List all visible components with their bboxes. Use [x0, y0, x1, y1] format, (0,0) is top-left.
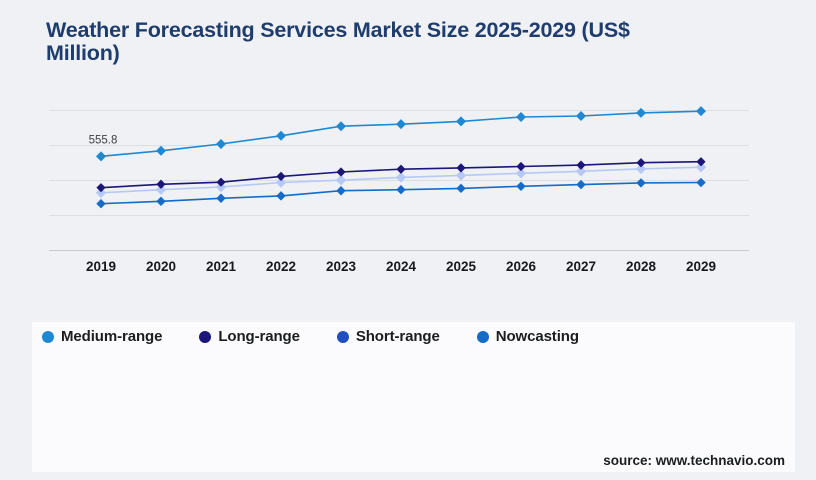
data-point-marker-icon	[515, 168, 527, 179]
data-point-marker-icon	[576, 160, 586, 170]
series-long-range	[96, 157, 706, 193]
data-point-marker-icon	[456, 116, 466, 127]
data-point-marker-icon	[216, 193, 226, 203]
data-point-marker-icon	[576, 110, 586, 121]
data-point-marker-icon	[516, 161, 526, 172]
legend-item-medium-range: Medium-range	[42, 328, 162, 345]
data-point-marker-icon	[695, 161, 707, 173]
series-medium-range	[96, 106, 706, 162]
data-point-marker-icon	[396, 164, 406, 174]
data-point-marker-icon	[96, 151, 106, 162]
data-point-marker-icon	[276, 191, 286, 201]
legend-dot-icon	[476, 330, 489, 343]
data-point-marker-icon	[96, 199, 106, 209]
data-point-marker-icon	[156, 145, 166, 156]
data-point-marker-icon	[576, 179, 586, 190]
legend-dot-icon	[42, 330, 54, 343]
data-point-marker-icon	[575, 166, 587, 177]
data-point-marker-icon	[636, 178, 646, 188]
data-point-marker-icon	[216, 138, 226, 149]
x-axis-label: 2021	[206, 259, 237, 274]
legend-item-nowcasting: Nowcasting	[476, 328, 579, 345]
data-point-marker-icon	[336, 186, 346, 196]
chart-legend: Medium-range Long-range Short-range Nowc…	[42, 328, 579, 345]
x-axis-label: 2029	[686, 259, 716, 274]
x-axis-label: 2024	[386, 259, 417, 274]
x-axis-label: 2026	[506, 259, 537, 274]
data-point-marker-icon	[636, 107, 646, 118]
data-point-marker-icon	[696, 177, 706, 188]
data-point-marker-icon	[456, 183, 466, 194]
legend-label: Medium-range	[61, 328, 163, 345]
legend-label: Nowcasting	[495, 328, 579, 345]
data-point-marker-icon	[336, 121, 346, 132]
data-point-marker-icon	[455, 170, 467, 181]
data-point-marker-icon	[395, 172, 407, 183]
data-point-marker-icon	[635, 163, 647, 175]
data-point-marker-icon	[156, 196, 166, 207]
data-point-marker-icon	[516, 111, 526, 122]
chart-title-line-1: Weather Forecasting Services Market Size…	[46, 18, 630, 42]
legend-dot-icon	[336, 330, 349, 343]
data-point-marker-icon	[155, 184, 167, 195]
data-point-marker-icon	[335, 174, 347, 186]
chart-title-line-2: Million)	[46, 41, 120, 65]
data-point-marker-icon	[396, 185, 406, 195]
x-axis-label: 2019	[86, 259, 116, 274]
data-point-marker-icon	[696, 157, 706, 167]
data-point-marker-icon	[456, 163, 466, 173]
line-chart: 2019 2020 2021 2022 2023 2024 2025 2026 2027 2028…	[49, 106, 749, 274]
data-point-marker-icon	[396, 119, 406, 130]
data-point-marker-icon	[516, 181, 526, 192]
data-point-marker-icon	[216, 177, 226, 187]
data-point-marker-icon	[215, 181, 227, 193]
data-point-marker-icon	[636, 158, 646, 168]
x-axis-label: 2027	[566, 259, 596, 274]
series-line-medium-range	[100, 110, 702, 158]
legend-label: Long-range	[218, 328, 300, 345]
legend-panel: Medium-range Long-range Short-range Nowc…	[32, 322, 795, 472]
data-label: 555.8	[89, 134, 118, 146]
data-point-marker-icon	[696, 106, 706, 117]
data-point-marker-icon	[95, 187, 107, 198]
legend-item-short-range: Short-range	[336, 328, 440, 345]
x-axis-label: 2025	[446, 259, 477, 274]
x-axis-label: 2028	[626, 259, 657, 274]
data-point-marker-icon	[276, 130, 286, 141]
x-axis-label: 2022	[266, 259, 296, 274]
data-point-marker-icon	[336, 167, 346, 177]
x-axis-label: 2023	[326, 259, 357, 274]
x-axis-label: 2020	[146, 259, 176, 274]
legend-item-long-range: Long-range	[199, 328, 300, 345]
chart-title: Weather Forecasting Services Market Size…	[46, 19, 630, 65]
data-point-marker-icon	[156, 179, 166, 189]
legend-label: Short-range	[355, 328, 440, 345]
source-attribution: source: www.technavio.com	[603, 453, 785, 468]
legend-dot-icon	[199, 330, 212, 343]
series-short-range	[95, 161, 707, 198]
x-axis-labels: 2019 2020 2021 2022 2023 2024 2025 2026 2027 2028…	[86, 259, 716, 274]
data-point-marker-icon	[276, 171, 286, 182]
data-point-marker-icon	[275, 177, 287, 188]
